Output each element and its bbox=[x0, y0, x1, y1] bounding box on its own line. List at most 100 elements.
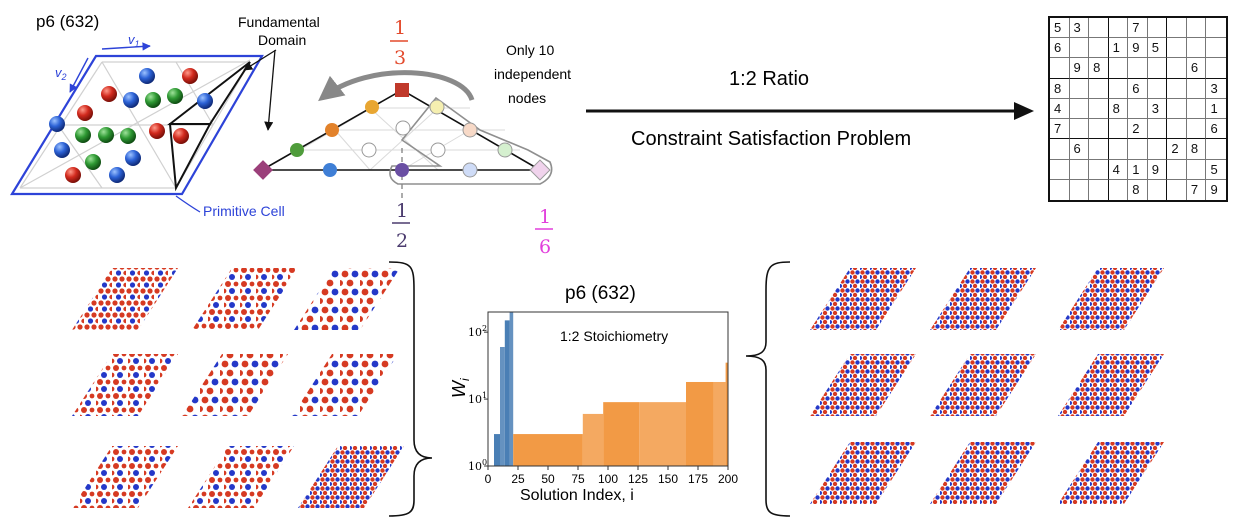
sudoku-cell bbox=[1147, 78, 1168, 99]
right-structure-grid bbox=[810, 268, 1164, 504]
sudoku-cell: 5 bbox=[1147, 38, 1168, 59]
sudoku-cell: 8 bbox=[1089, 58, 1109, 79]
sudoku-cell bbox=[1089, 159, 1109, 180]
histogram-x-axis-label: Solution Index, i bbox=[520, 487, 634, 504]
sudoku-cell bbox=[1108, 58, 1129, 79]
rotation-arrow bbox=[318, 70, 475, 102]
sudoku-cell bbox=[1206, 38, 1226, 59]
x-tick-label: 200 bbox=[718, 472, 738, 486]
sudoku-cell bbox=[1128, 139, 1148, 160]
sudoku-cell bbox=[1206, 58, 1226, 79]
primitive-cell-group: p6 (632) v1 bbox=[10, 12, 320, 219]
y-tick-label: 100 bbox=[468, 458, 487, 473]
csp-arrow-group: 1:2 Ratio Constraint Satisfaction Proble… bbox=[586, 68, 1034, 150]
histogram-bar bbox=[639, 402, 686, 466]
v2-label: v2 bbox=[55, 65, 67, 82]
sudoku-cell: 9 bbox=[1128, 38, 1148, 59]
sudoku-cell bbox=[1186, 98, 1207, 120]
x-tick-label: 75 bbox=[571, 472, 585, 486]
sudoku-cell: 2 bbox=[1167, 139, 1187, 160]
structure-thumb-8 bbox=[188, 446, 294, 508]
sudoku-cell bbox=[1147, 139, 1168, 160]
sudoku-cell bbox=[1108, 139, 1129, 160]
sudoku-cell bbox=[1069, 98, 1090, 120]
sudoku-cell: 3 bbox=[1206, 79, 1226, 99]
sudoku-cell bbox=[1186, 18, 1207, 39]
sudoku-cell bbox=[1167, 18, 1187, 39]
histogram-x-ticks: 0 25 50 75 100 125 150 175 200 bbox=[485, 466, 738, 486]
x-tick-label: 50 bbox=[541, 472, 555, 486]
fundamental-domain-pointer-a bbox=[243, 49, 277, 71]
v1-label: v1 bbox=[128, 32, 140, 49]
primitive-cell-pointer bbox=[175, 195, 201, 213]
structure-thumb-7 bbox=[72, 446, 178, 508]
sudoku-cell: 1 bbox=[1108, 38, 1129, 59]
fraction-top-denominator: 3 bbox=[394, 47, 406, 69]
right-curly-bracket bbox=[745, 261, 791, 517]
structure-thumb-3 bbox=[294, 268, 400, 330]
histogram-bar bbox=[725, 362, 728, 466]
sudoku-cell bbox=[1050, 139, 1070, 160]
left-curly-bracket bbox=[388, 261, 433, 517]
fundamental-domain-label-line2: Domain bbox=[258, 32, 306, 48]
cell-title: p6 (632) bbox=[36, 12, 99, 31]
histogram-bar bbox=[504, 320, 510, 466]
sudoku-cell: 4 bbox=[1108, 159, 1129, 180]
x-tick-label: 25 bbox=[511, 472, 525, 486]
histogram-bar bbox=[686, 381, 714, 466]
independent-nodes-line3: nodes bbox=[508, 90, 546, 106]
sudoku-cell bbox=[1167, 179, 1187, 200]
left-structure-grid bbox=[72, 268, 404, 508]
sudoku-cell: 7 bbox=[1128, 18, 1148, 39]
fraction-bottom-denominator: 2 bbox=[396, 230, 408, 252]
sudoku-cell: 5 bbox=[1206, 160, 1226, 180]
sudoku-cell bbox=[1089, 18, 1109, 39]
histogram-bar bbox=[500, 346, 505, 466]
histogram-bar bbox=[603, 402, 640, 466]
sudoku-cell bbox=[1089, 119, 1109, 140]
structure-thumb-16 bbox=[810, 442, 916, 504]
structure-thumb-9 bbox=[298, 446, 404, 508]
node-graph-nodes bbox=[253, 83, 551, 181]
sudoku-cell bbox=[1089, 139, 1109, 160]
sudoku-cell bbox=[1069, 38, 1090, 59]
sudoku-cell: 3 bbox=[1069, 18, 1090, 39]
histogram-bar bbox=[494, 434, 500, 466]
fundamental-domain-label-line1: Fundamental bbox=[238, 14, 320, 30]
structure-thumb-18 bbox=[1058, 442, 1164, 504]
csp-arrow-head bbox=[1014, 102, 1034, 120]
sudoku-cell: 6 bbox=[1128, 78, 1148, 99]
sudoku-cell bbox=[1167, 119, 1187, 140]
sudoku-cell bbox=[1109, 179, 1129, 200]
sudoku-cell bbox=[1147, 58, 1168, 79]
fundamental-domain-pointer-b bbox=[264, 49, 276, 131]
sudoku-cell: 9 bbox=[1069, 58, 1090, 79]
ratio-label: 1:2 Ratio bbox=[729, 68, 809, 90]
sudoku-cell bbox=[1108, 18, 1129, 39]
sudoku-cell bbox=[1069, 78, 1090, 99]
sudoku-cell bbox=[1050, 58, 1070, 79]
sudoku-cell: 8 bbox=[1128, 179, 1148, 200]
independent-nodes-line1: Only 10 bbox=[506, 42, 554, 58]
structure-thumb-10 bbox=[810, 268, 916, 330]
sudoku-cell: 6 bbox=[1050, 38, 1070, 59]
y-tick-label: 102 bbox=[468, 324, 487, 339]
sudoku-cell bbox=[1128, 98, 1148, 120]
structure-thumb-17 bbox=[930, 442, 1036, 504]
sudoku-cell: 5 bbox=[1050, 18, 1070, 39]
structure-thumb-15 bbox=[1058, 354, 1164, 416]
histogram-chart: p6 (632) 1:2 Stoichiometry 0 25 50 75 100 125… bbox=[449, 283, 738, 504]
structure-thumb-6 bbox=[292, 354, 398, 416]
sudoku-cell bbox=[1069, 119, 1090, 140]
v2-vector-arrow bbox=[69, 57, 89, 93]
structure-thumb-1 bbox=[72, 268, 178, 330]
sudoku-cell: 4 bbox=[1050, 98, 1070, 120]
primitive-cell-label: Primitive Cell bbox=[203, 203, 285, 219]
sudoku-cell: 6 bbox=[1069, 139, 1090, 160]
sudoku-cell bbox=[1147, 119, 1168, 140]
sudoku-cell: 8 bbox=[1050, 78, 1070, 99]
structure-thumb-12 bbox=[1058, 268, 1164, 330]
sudoku-cell: 9 bbox=[1147, 159, 1168, 180]
csp-label: Constraint Satisfaction Problem bbox=[631, 128, 911, 150]
